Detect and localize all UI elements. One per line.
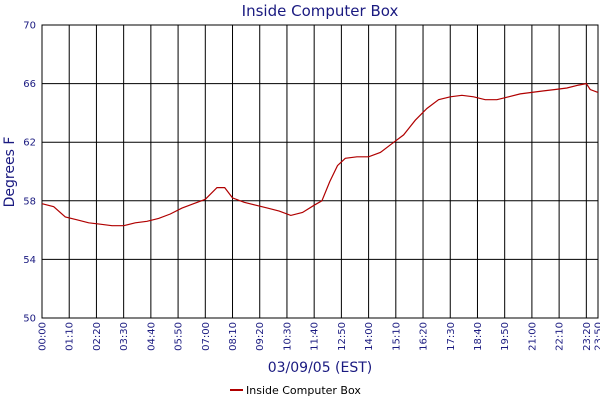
y-axis-label: Degrees F [2,137,18,208]
x-tick-label: 17:30 [446,322,457,351]
x-tick-label: 10:30 [282,322,293,351]
y-tick-label: 50 [23,314,36,325]
x-tick-label: 16:20 [419,322,430,351]
y-tick-label: 58 [23,196,36,207]
x-tick-label: 01:10 [65,322,76,351]
x-tick-label: 22:10 [555,322,566,351]
x-tick-label: 12:50 [337,322,348,351]
legend-label: Inside Computer Box [246,384,361,397]
x-tick-label: 14:00 [364,322,375,351]
x-tick-label: 05:50 [174,322,185,351]
x-tick-label: 00:00 [38,322,49,351]
x-tick-label: 07:00 [201,322,212,351]
y-tick-label: 54 [23,255,36,266]
x-tick-label: 19:50 [500,322,511,351]
x-tick-label: 11:40 [310,322,321,351]
plot-area [41,24,599,319]
x-tick-label: 21:00 [527,322,538,351]
x-tick-label: 03:30 [119,322,130,351]
y-tick-label: 70 [23,21,36,32]
x-tick-label: 18:40 [473,322,484,351]
y-tick-label: 62 [23,138,36,149]
y-tick-label: 66 [23,79,36,90]
x-tick-label: 23:20 [582,322,593,351]
x-tick-label: 23:50 [594,322,600,351]
data-line [41,82,599,227]
chart-title: Inside Computer Box [242,2,399,20]
x-tick-label: 02:20 [92,322,103,351]
x-tick-label: 09:20 [255,322,266,351]
x-axis-label: 03/09/05 (EST) [268,360,373,376]
x-tick-label: 04:40 [146,322,157,351]
x-tick-label: 15:10 [391,322,402,351]
x-tick-label: 08:10 [228,322,239,351]
